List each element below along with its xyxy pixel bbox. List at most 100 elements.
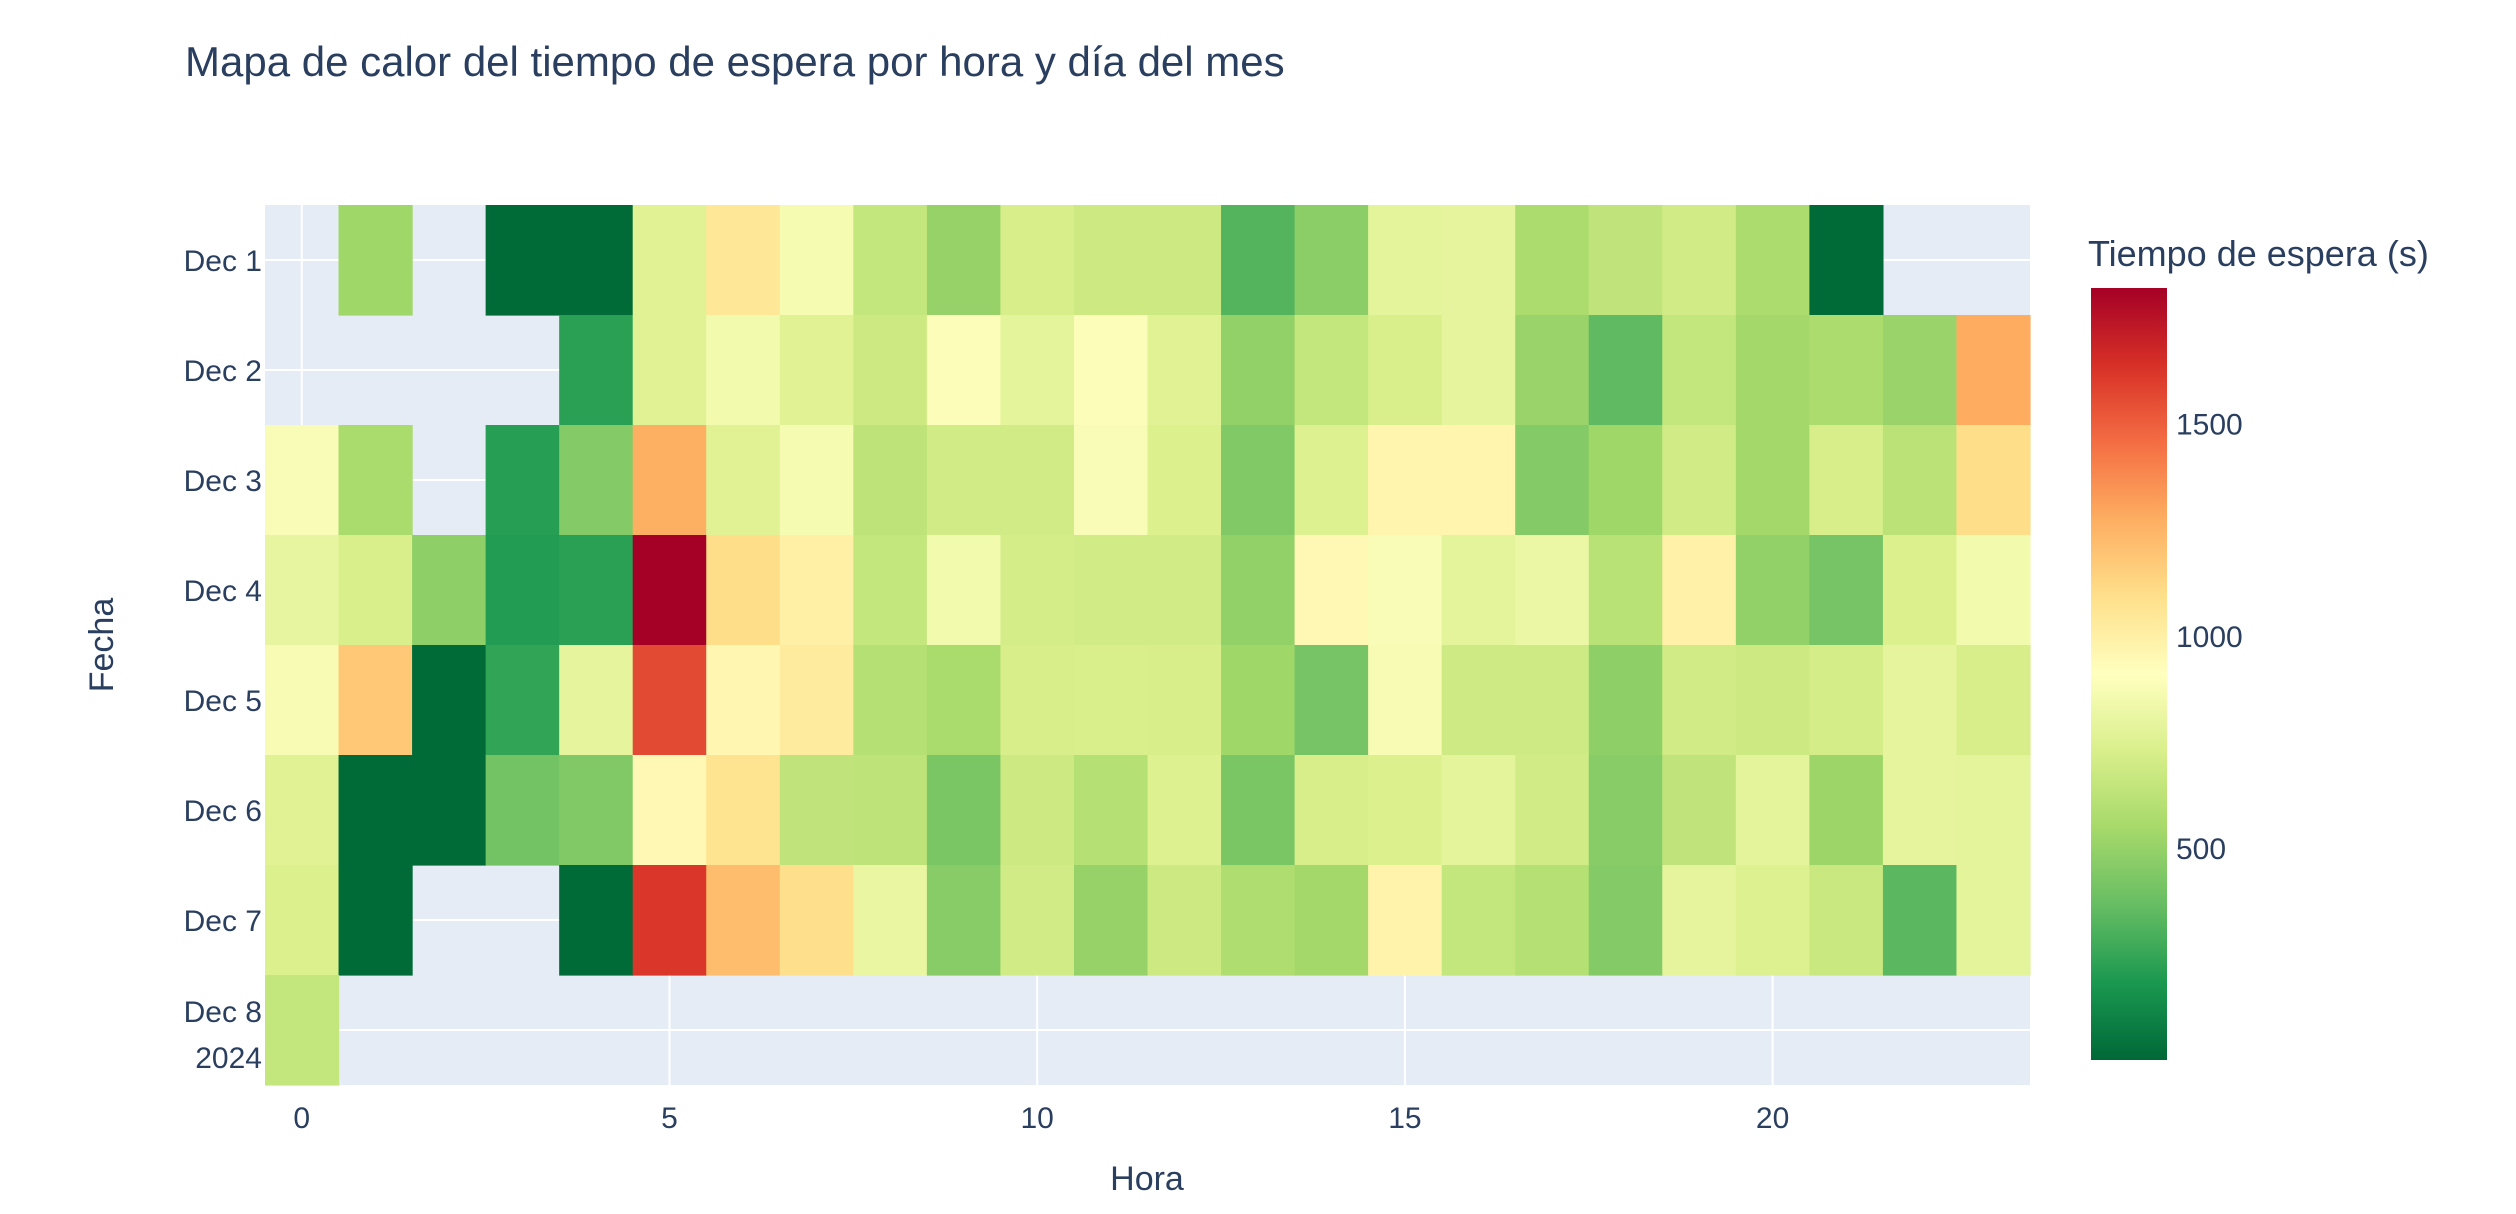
heatmap-cell	[1662, 645, 1737, 756]
heatmap-cell	[779, 755, 854, 866]
heatmap-cell	[1000, 755, 1075, 866]
heatmap-cell	[1368, 645, 1443, 756]
heatmap-cell	[926, 535, 1002, 646]
heatmap-cell	[1735, 425, 1810, 536]
heatmap-cell	[559, 865, 634, 976]
heatmap-cell	[1073, 315, 1149, 426]
heatmap-cell	[1882, 755, 1958, 866]
y-tick-label: Dec 8	[184, 996, 262, 1029]
colorbar-tick-label: 1500	[2176, 409, 2243, 442]
heatmap-cell	[926, 865, 1002, 976]
heatmap-cell	[1662, 205, 1737, 316]
heatmap-cell	[1073, 645, 1149, 756]
heatmap-cell	[632, 425, 707, 536]
heatmap-cell	[632, 755, 707, 866]
heatmap-cell	[926, 755, 1002, 866]
heatmap-cell	[853, 865, 928, 976]
colorbar-tick-label: 500	[2176, 833, 2226, 866]
y-axis-label: Fecha	[83, 598, 121, 693]
heatmap-cell	[1000, 425, 1075, 536]
heatmap-cell	[1441, 755, 1516, 866]
heatmap-cell	[1221, 425, 1296, 536]
x-tick-label: 10	[1021, 1102, 1054, 1135]
heatmap-cell	[1147, 315, 1222, 426]
heatmap-cell	[1588, 315, 1663, 426]
heatmap-cell	[1735, 205, 1810, 316]
heatmap-cell	[706, 315, 781, 426]
heatmap-cell	[926, 645, 1002, 756]
heatmap-cell	[1294, 535, 1369, 646]
heatmap-cell	[1515, 205, 1590, 316]
heatmap-cell	[1515, 425, 1590, 536]
heatmap-cell	[779, 645, 854, 756]
heatmap-cell	[1221, 865, 1296, 976]
heatmap-cell	[1147, 865, 1222, 976]
y-tick-label: Dec 4	[184, 575, 262, 608]
heatmap-cell	[1221, 535, 1296, 646]
heatmap-cell	[1662, 535, 1737, 646]
heatmap-cell	[1221, 755, 1296, 866]
heatmap-cell	[1073, 535, 1149, 646]
heatmap-cell	[1956, 865, 2031, 976]
heatmap-cell	[1368, 425, 1443, 536]
y-tick-year-label: 2024	[195, 1042, 262, 1075]
heatmap-cell	[1735, 645, 1810, 756]
y-tick-label: Dec 3	[184, 465, 262, 498]
heatmap-cell	[779, 425, 854, 536]
heatmap-cell	[1000, 205, 1075, 316]
heatmap-cell	[1441, 865, 1516, 976]
heatmap-cell	[853, 755, 928, 866]
heatmap-cell	[559, 425, 634, 536]
heatmap-cell	[338, 645, 413, 756]
heatmap-cell	[559, 755, 634, 866]
heatmap-cell	[1441, 315, 1516, 426]
heatmap-cell	[1882, 535, 1958, 646]
heatmap-cell	[1809, 425, 1884, 536]
heatmap-cell	[1809, 645, 1884, 756]
heatmap-cell	[1073, 755, 1149, 866]
heatmap-cell	[1882, 315, 1958, 426]
heatmap-cell	[1515, 645, 1590, 756]
heatmap-cell	[706, 425, 781, 536]
heatmap-cell	[1441, 205, 1516, 316]
heatmap-cell	[1809, 205, 1884, 316]
heatmap-cell	[1735, 315, 1810, 426]
y-tick-label: Dec 2	[184, 355, 262, 388]
heatmap-cell	[265, 645, 340, 756]
y-tick-label: Dec 5	[184, 685, 262, 718]
heatmap-cell	[853, 535, 928, 646]
heatmap-cell	[338, 755, 413, 866]
heatmap-cell	[1368, 205, 1443, 316]
heatmap-cell	[706, 645, 781, 756]
x-tick-label: 5	[661, 1102, 678, 1135]
heatmap-cell	[706, 205, 781, 316]
heatmap-cell	[485, 205, 560, 316]
heatmap-cell	[1735, 755, 1810, 866]
heatmap-cell	[1956, 645, 2031, 756]
chart-title: Mapa de calor del tiempo de espera por h…	[185, 38, 1285, 85]
heatmap-cell	[338, 205, 413, 316]
heatmap-cell	[1073, 205, 1149, 316]
heatmap-cell	[1882, 865, 1958, 976]
heatmap-cell	[1809, 755, 1884, 866]
heatmap-cell	[706, 755, 781, 866]
heatmap-cell	[338, 865, 413, 976]
heatmap-cell	[1662, 425, 1737, 536]
heatmap-cell	[412, 535, 487, 646]
heatmap-cell	[1294, 315, 1369, 426]
colorbar	[2091, 288, 2167, 1060]
heatmap-cell	[1662, 865, 1737, 976]
heatmap-cell	[485, 425, 560, 536]
x-tick-label: 20	[1756, 1102, 1789, 1135]
heatmap-cell	[1368, 315, 1443, 426]
heatmap-cell	[853, 315, 928, 426]
heatmap-cell	[853, 425, 928, 536]
heatmap-cells	[265, 205, 2031, 1086]
heatmap-cell	[1809, 535, 1884, 646]
heatmap-cell	[1809, 865, 1884, 976]
heatmap-cell	[1294, 645, 1369, 756]
heatmap-cell	[485, 755, 560, 866]
colorbar-ticks: 500 1000 1500	[2176, 409, 2243, 866]
heatmap-cell	[926, 425, 1002, 536]
heatmap-cell	[853, 645, 928, 756]
